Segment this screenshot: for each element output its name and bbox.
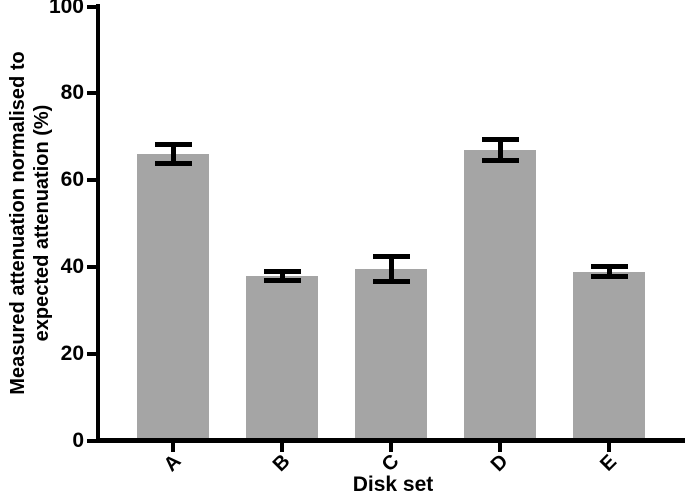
x-tick-A <box>171 443 175 452</box>
error-bar-D-cap-top <box>481 136 519 142</box>
bar-C <box>355 269 428 443</box>
bar-E <box>573 271 646 443</box>
y-tick-0 <box>87 439 96 443</box>
error-bar-C-stem <box>388 256 394 282</box>
error-bar-A-cap-bottom <box>154 161 192 167</box>
error-bar-B-cap-top <box>263 269 301 275</box>
y-tick-60 <box>87 178 96 183</box>
error-bar-D-cap-bottom <box>481 157 519 163</box>
error-bar-C-cap-top <box>372 254 410 260</box>
error-bar-D-stem <box>497 139 503 161</box>
x-tick-label-B: B <box>268 450 295 477</box>
y-tick-80 <box>87 91 96 96</box>
y-tick-label-0: 0 <box>72 429 84 452</box>
x-tick-D <box>498 443 503 452</box>
x-tick-C <box>389 443 394 452</box>
y-tick-label-80: 80 <box>60 81 84 105</box>
bar-B <box>246 275 319 443</box>
error-bar-B-cap-bottom <box>263 277 301 283</box>
y-tick-100 <box>87 4 96 9</box>
x-axis-title: Disk set <box>352 473 434 496</box>
y-tick-label-100: 100 <box>48 0 84 18</box>
y-tick-label-60: 60 <box>60 168 84 192</box>
error-bar-E-cap-top <box>590 263 628 269</box>
x-tick-label-A: A <box>159 450 186 477</box>
bar-D <box>464 149 537 443</box>
bar-A <box>137 154 209 443</box>
error-bar-A-stem <box>170 144 176 164</box>
x-tick-E <box>607 443 612 452</box>
error-bar-C-cap-bottom <box>372 279 410 285</box>
x-tick-B <box>280 443 285 452</box>
x-tick-label-E: E <box>596 450 622 476</box>
x-tick-label-D: D <box>487 450 513 477</box>
y-tick-20 <box>87 352 96 357</box>
error-bar-E-cap-bottom <box>590 274 628 280</box>
y-tick-40 <box>87 265 96 270</box>
error-bar-E-stem <box>606 266 612 277</box>
error-bar-A-cap-top <box>154 142 192 148</box>
error-bar-B-stem <box>279 271 285 281</box>
y-tick-label-40: 40 <box>60 255 84 279</box>
y-tick-label-20: 20 <box>60 342 84 366</box>
y-axis-spine <box>96 4 100 443</box>
x-axis-spine <box>96 438 685 443</box>
